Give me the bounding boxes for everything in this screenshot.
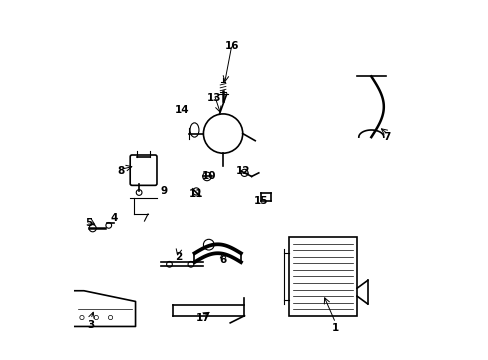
Text: 2: 2 xyxy=(174,252,182,262)
Text: 10: 10 xyxy=(201,171,216,181)
Text: 3: 3 xyxy=(87,320,94,330)
Text: 7: 7 xyxy=(383,132,390,142)
Text: 8: 8 xyxy=(118,166,124,176)
Text: 14: 14 xyxy=(174,105,189,115)
Text: 5: 5 xyxy=(85,218,93,228)
Text: 4: 4 xyxy=(110,212,118,222)
Text: 16: 16 xyxy=(224,41,239,51)
Text: 9: 9 xyxy=(160,186,167,196)
Text: 1: 1 xyxy=(331,323,339,333)
Text: 11: 11 xyxy=(189,189,203,199)
Text: 6: 6 xyxy=(219,255,226,265)
Text: 17: 17 xyxy=(196,312,210,323)
Text: 13: 13 xyxy=(206,93,221,103)
Bar xyxy=(288,237,356,316)
Text: 15: 15 xyxy=(253,197,267,206)
Text: 12: 12 xyxy=(235,166,249,176)
